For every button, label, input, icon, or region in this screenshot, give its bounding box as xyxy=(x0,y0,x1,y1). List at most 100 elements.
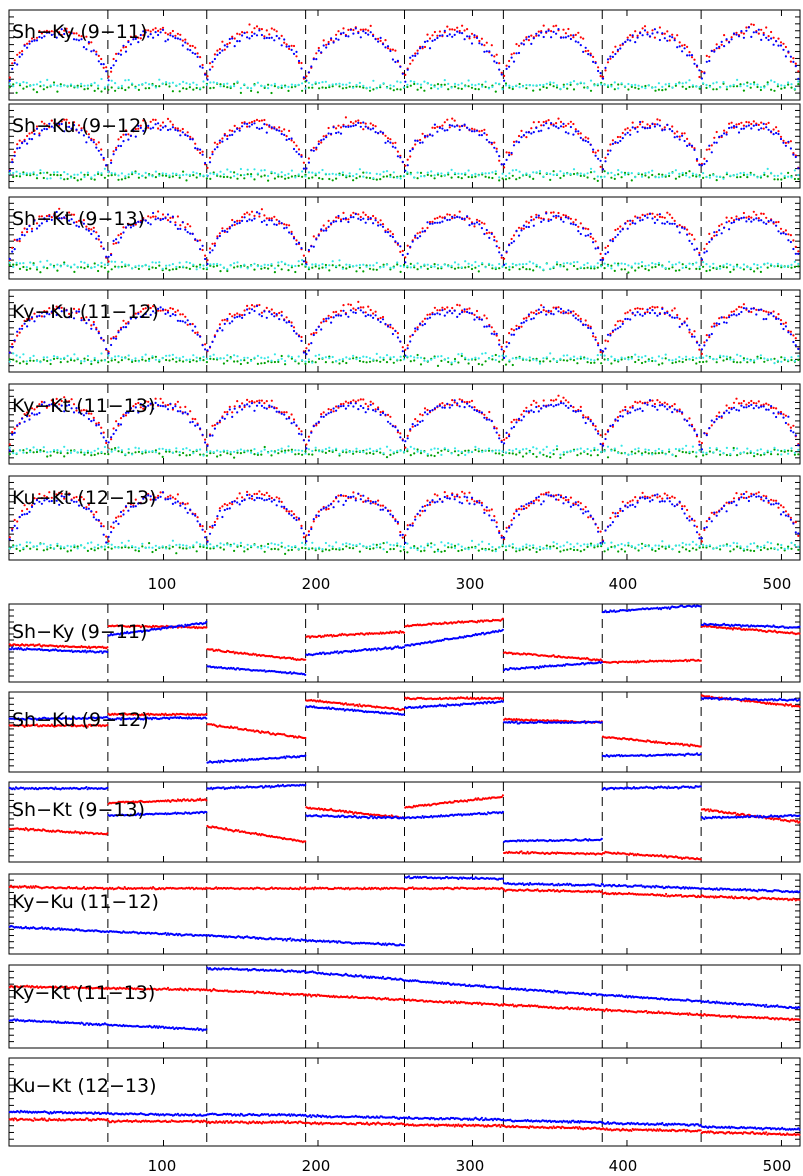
data-point xyxy=(494,172,497,175)
data-point xyxy=(365,176,368,179)
data-point xyxy=(294,264,297,268)
data-point xyxy=(379,411,382,414)
data-point xyxy=(260,265,263,268)
data-point xyxy=(458,398,461,401)
data-point xyxy=(510,56,513,59)
data-point xyxy=(460,266,463,269)
data-point xyxy=(324,266,327,269)
data-point xyxy=(776,265,780,268)
data-point xyxy=(265,316,268,319)
data-point xyxy=(797,77,800,80)
data-point xyxy=(787,83,790,86)
data-point xyxy=(596,358,599,361)
data-point xyxy=(676,46,679,49)
data-point xyxy=(431,126,434,129)
data-point xyxy=(192,88,195,91)
data-point xyxy=(283,38,286,41)
data-point xyxy=(311,171,314,174)
data-point xyxy=(372,316,375,319)
data-point xyxy=(241,402,244,405)
data-point xyxy=(661,129,664,132)
data-point xyxy=(339,126,343,129)
data-point xyxy=(566,83,569,86)
data-point xyxy=(270,84,273,87)
data-point xyxy=(423,45,427,49)
data-point xyxy=(110,337,113,340)
data-point xyxy=(490,54,493,57)
data-point xyxy=(636,36,639,39)
data-point xyxy=(626,410,629,413)
data-point xyxy=(68,121,71,124)
data-point xyxy=(504,262,508,265)
data-point xyxy=(456,26,459,29)
data-point xyxy=(411,148,414,151)
data-point xyxy=(372,312,375,315)
data-point xyxy=(185,87,188,90)
data-point xyxy=(653,215,657,218)
data-point xyxy=(171,123,174,126)
data-point xyxy=(725,133,728,136)
data-point xyxy=(419,363,423,366)
data-point xyxy=(124,326,128,329)
data-point xyxy=(690,335,694,338)
data-point xyxy=(576,362,579,365)
data-point xyxy=(458,125,461,128)
data-point xyxy=(690,242,694,245)
data-point xyxy=(97,87,100,90)
data-point xyxy=(747,218,751,221)
data-point xyxy=(493,333,496,336)
data-point xyxy=(495,61,498,64)
data-point xyxy=(325,136,328,139)
data-point xyxy=(208,161,212,164)
data-point xyxy=(693,62,696,65)
data-point xyxy=(732,32,736,35)
data-point xyxy=(473,222,476,225)
data-point xyxy=(191,138,194,141)
data-point xyxy=(168,269,171,272)
data-point xyxy=(789,426,793,429)
data-point xyxy=(144,263,147,266)
data-point xyxy=(457,87,460,90)
data-point xyxy=(270,217,273,220)
data-point xyxy=(322,320,325,323)
data-point xyxy=(762,212,765,215)
data-point xyxy=(756,176,759,179)
data-point xyxy=(779,319,783,322)
data-point xyxy=(185,179,188,182)
data-point xyxy=(97,235,100,238)
data-point xyxy=(86,84,89,87)
data-point xyxy=(184,133,187,137)
data-point xyxy=(765,123,768,126)
data-point xyxy=(676,130,679,133)
data-point xyxy=(213,244,216,247)
data-point xyxy=(294,176,297,179)
data-point xyxy=(171,29,174,33)
data-point xyxy=(549,172,552,175)
data-point xyxy=(342,31,345,34)
data-point xyxy=(621,131,624,135)
data-point xyxy=(233,354,236,357)
data-point xyxy=(364,31,367,35)
data-point xyxy=(35,125,39,128)
data-point xyxy=(327,219,330,222)
data-point xyxy=(263,174,266,177)
data-point xyxy=(396,59,399,63)
data-point xyxy=(260,28,263,31)
data-point xyxy=(292,147,296,151)
data-point xyxy=(653,36,657,39)
data-point xyxy=(216,143,219,146)
data-point xyxy=(256,362,259,365)
data-point xyxy=(494,266,497,269)
data-point xyxy=(505,250,508,253)
data-point xyxy=(746,357,749,360)
data-point xyxy=(102,156,105,160)
data-point xyxy=(273,39,276,42)
data-point xyxy=(436,34,439,37)
data-point xyxy=(601,442,605,445)
data-point xyxy=(426,313,429,316)
data-point xyxy=(522,134,526,137)
data-point xyxy=(559,36,563,39)
data-point xyxy=(337,30,340,33)
data-point xyxy=(446,218,449,222)
data-point xyxy=(348,81,351,84)
